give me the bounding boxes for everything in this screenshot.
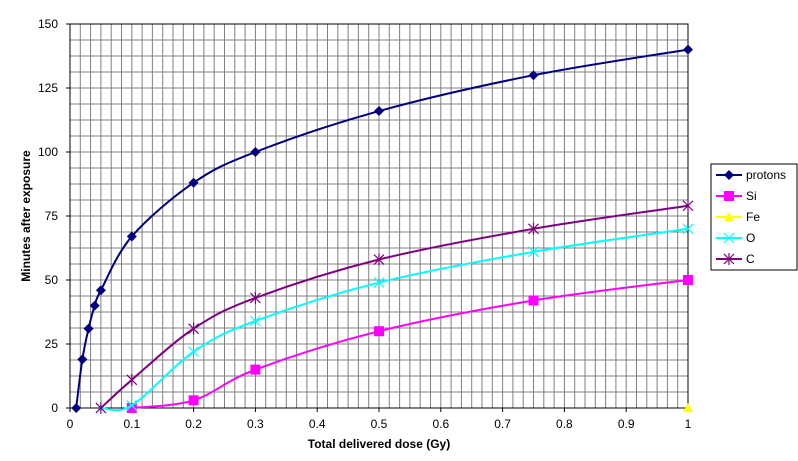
x-tick-label: 1 [685,417,692,431]
x-tick-label: 0.8 [556,417,573,431]
series-o [95,223,694,414]
x-axis-label: Total delivered dose (Gy) [308,437,450,451]
data-point-fe [683,403,693,412]
legend-marker-o [723,232,735,244]
legend-marker-fe [724,212,734,221]
legend-label-protons: protons [746,168,786,182]
data-point-protons [95,285,106,296]
data-point-si [250,364,261,375]
axes: 0 0.1 0.2 0.3 0.4 0.5 0.6 0.7 0.8 0.9 1 0 25 50 75 100 1… [38,17,692,431]
x-tick-label: 0.5 [371,417,388,431]
x-tick-label: 0.6 [432,417,449,431]
series-si [126,275,693,413]
y-tick-label: 0 [51,401,58,415]
data-point-protons [188,177,199,188]
legend-label-fe: Fe [746,210,760,224]
data-point-si [374,326,384,337]
data-point-protons [250,147,261,157]
data-point-si [188,395,199,406]
x-tick-label: 0.7 [494,417,511,431]
data-point-o [126,400,138,411]
y-axis-label: Minutes after exposure [19,150,33,282]
data-point-protons [89,300,100,311]
y-tick-label: 75 [45,209,59,223]
y-tick-label: 100 [38,145,58,159]
data-point-c [528,222,539,235]
data-point-protons [71,403,82,413]
data-point-c [95,402,107,414]
series-c [95,199,694,414]
y-tick-label: 150 [38,17,58,31]
data-point-si [528,295,539,306]
data-point-c [126,373,138,386]
data-point-o [188,346,200,358]
data-point-o [249,315,261,327]
data-point-protons [374,106,384,117]
data-point-c [188,322,200,335]
data-point-o [682,223,694,235]
legend: protons Si Fe OC [710,163,798,271]
data-point-protons [83,323,94,334]
x-tick-label: 0.4 [309,417,326,431]
x-tick-label: 0 [67,417,74,431]
data-point-si [126,403,137,413]
series-layer [71,44,694,414]
x-tick-label: 0.3 [247,417,264,431]
series-line-o [100,227,689,412]
data-point-c [249,291,261,304]
x-tick-label: 0.1 [123,417,140,431]
grid [70,24,688,408]
y-tick-label: 125 [38,81,58,95]
legend-marker-si [724,191,734,201]
legend-label-o: O [746,231,755,245]
data-point-si [683,275,693,285]
data-point-protons [528,70,539,81]
data-point-o [373,277,385,288]
y-tick-label: 25 [45,337,59,351]
series-line-c [100,204,689,409]
data-point-protons [683,44,693,55]
x-tick-label: 0.9 [618,417,635,431]
data-point-protons [77,354,88,365]
series-protons [71,44,693,413]
series-fe [683,403,693,412]
data-point-c [373,253,385,266]
x-tick-label: 0.2 [185,417,202,431]
data-point-protons [126,231,137,242]
legend-label-si: Si [746,189,757,203]
y-tick-label: 50 [45,273,59,287]
legend-marker-c [723,253,735,265]
data-point-c [682,199,694,212]
legend-label-c: C [746,252,755,266]
data-point-o [528,246,539,258]
legend-marker-protons [724,170,734,180]
